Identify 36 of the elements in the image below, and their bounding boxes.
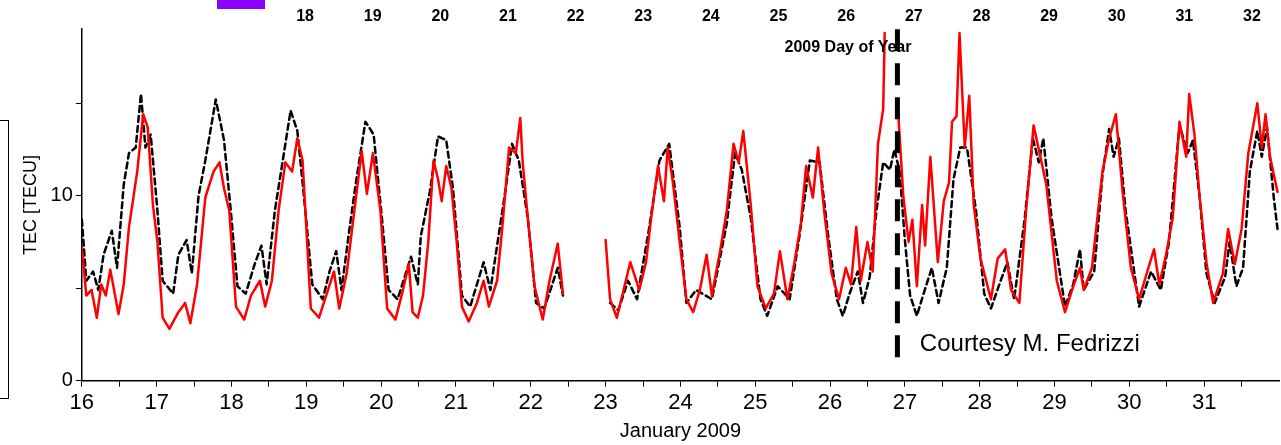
x-tick-label: 30: [1117, 388, 1142, 414]
x2-tick-label: 22: [566, 7, 585, 25]
x2-tick-label: 32: [1243, 7, 1261, 25]
x-tick-label: 24: [668, 388, 693, 414]
x-tick-label: 27: [892, 388, 918, 414]
x-tick-label: 29: [1042, 388, 1067, 414]
x-tick-label: 17: [144, 388, 169, 414]
x2-tick-label: 19: [363, 7, 382, 25]
x-tick-label: 19: [294, 388, 319, 414]
x2-tick-label: 28: [972, 7, 991, 25]
x2-tick-label: 29: [1040, 7, 1059, 25]
x2-tick-label: 27: [904, 7, 923, 25]
x-tick-label: 16: [69, 388, 95, 414]
x2-tick-label: 23: [634, 7, 653, 25]
y-tick-label: 0: [61, 368, 73, 391]
x-tick-label: 28: [967, 388, 992, 414]
x2-tick-label: 26: [837, 7, 856, 25]
x2-tick-label: 18: [296, 7, 315, 25]
x-tick-label: 31: [1191, 388, 1217, 414]
x-tick-label: 18: [219, 388, 244, 414]
x-tick-label: 26: [817, 388, 843, 414]
annotation: Courtesy M. Fedrizzi: [919, 329, 1140, 357]
x-tick-label: 25: [743, 388, 768, 414]
x2-tick-label: 24: [701, 7, 720, 25]
x2-tick-label: 30: [1107, 7, 1126, 25]
x-tick-label: 20: [368, 388, 394, 414]
y-axis-title: TEC [TECU]: [19, 154, 40, 255]
x-tick-label: 23: [593, 388, 618, 414]
x-axis-title: January 2009: [619, 418, 742, 441]
x2-tick-label: 21: [499, 7, 517, 25]
x-tick-label: 21: [443, 388, 469, 414]
x2-tick-label: 25: [769, 7, 788, 25]
x2-tick-label: 31: [1175, 7, 1194, 25]
x-tick-label: 22: [518, 388, 544, 414]
x2-tick-label: 20: [431, 7, 450, 25]
y-tick-label: 10: [50, 183, 73, 206]
